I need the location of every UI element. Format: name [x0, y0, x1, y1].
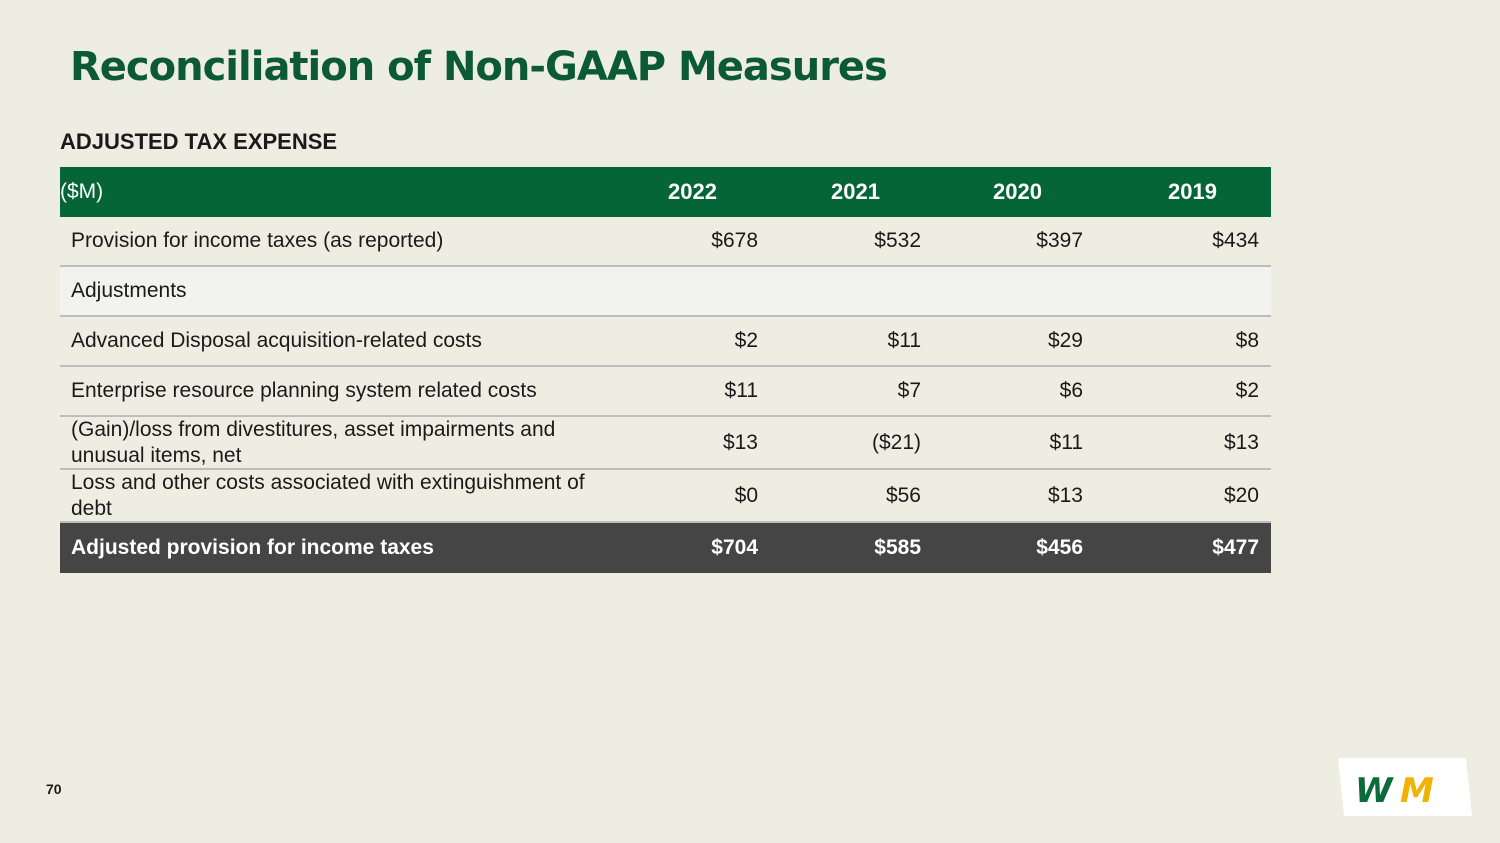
adjusted-tax-expense-table: ($M) 2022 2021 2020 2019 Provision for i…: [60, 167, 1271, 573]
logo-letter-m: M: [1400, 771, 1434, 811]
cell-value: $13: [1223, 431, 1259, 454]
year-header-2022: 2022: [668, 179, 717, 204]
cell-value: $11: [724, 379, 758, 402]
table-row-adjustments: Adjustments: [60, 267, 1271, 317]
total-value: $456: [1036, 536, 1083, 559]
cell-value: $20: [1223, 484, 1259, 507]
year-header-2021: 2021: [831, 179, 880, 204]
year-header-2020: 2020: [993, 179, 1042, 204]
cell-value: $397: [1036, 229, 1083, 252]
cell-value: $11: [1049, 431, 1083, 454]
row-label: Adjustments: [71, 279, 187, 302]
logo-letter-w: W: [1355, 771, 1394, 811]
cell-value: ($21): [871, 431, 921, 454]
slide-title: Reconciliation of Non-GAAP Measures: [70, 44, 888, 90]
table-header-row: ($M) 2022 2021 2020 2019: [60, 167, 1271, 217]
row-label: Enterprise resource planning system rela…: [71, 379, 537, 402]
cell-value: $7: [897, 379, 921, 402]
total-value: $477: [1212, 536, 1259, 559]
cell-value: $678: [711, 229, 758, 252]
table-row: Loss and other costs associated with ext…: [60, 470, 1271, 523]
cell-value: $13: [722, 431, 758, 454]
table-row: Advanced Disposal acquisition-related co…: [60, 317, 1271, 367]
total-value: $704: [711, 536, 758, 559]
page-number: 70: [46, 781, 62, 797]
unit-label: ($M): [60, 180, 104, 203]
table-total-row: Adjusted provision for income taxes $704…: [60, 523, 1271, 573]
total-value: $585: [874, 536, 921, 559]
cell-value: $0: [734, 484, 758, 507]
year-header-2019: 2019: [1168, 179, 1217, 204]
row-label: (Gain)/loss from divestitures, asset imp…: [71, 418, 556, 467]
cell-value: $29: [1047, 329, 1083, 352]
wm-logo: W M: [1338, 758, 1472, 816]
row-label: Provision for income taxes (as reported): [71, 229, 444, 252]
cell-value: $11: [887, 329, 921, 352]
cell-value: $434: [1212, 229, 1259, 252]
cell-value: $13: [1047, 484, 1083, 507]
cell-value: $8: [1235, 329, 1259, 352]
cell-value: $532: [874, 229, 921, 252]
cell-value: $2: [734, 329, 758, 352]
cell-value: $2: [1235, 379, 1259, 402]
cell-value: $56: [885, 484, 921, 507]
table-row: Provision for income taxes (as reported)…: [60, 217, 1271, 267]
table-row: Enterprise resource planning system rela…: [60, 367, 1271, 417]
section-title: ADJUSTED TAX EXPENSE: [60, 129, 338, 154]
row-label: Advanced Disposal acquisition-related co…: [71, 329, 482, 352]
total-label: Adjusted provision for income taxes: [71, 536, 434, 559]
table-row: (Gain)/loss from divestitures, asset imp…: [60, 417, 1271, 470]
row-label: Loss and other costs associated with ext…: [71, 471, 585, 520]
cell-value: $6: [1059, 379, 1083, 402]
